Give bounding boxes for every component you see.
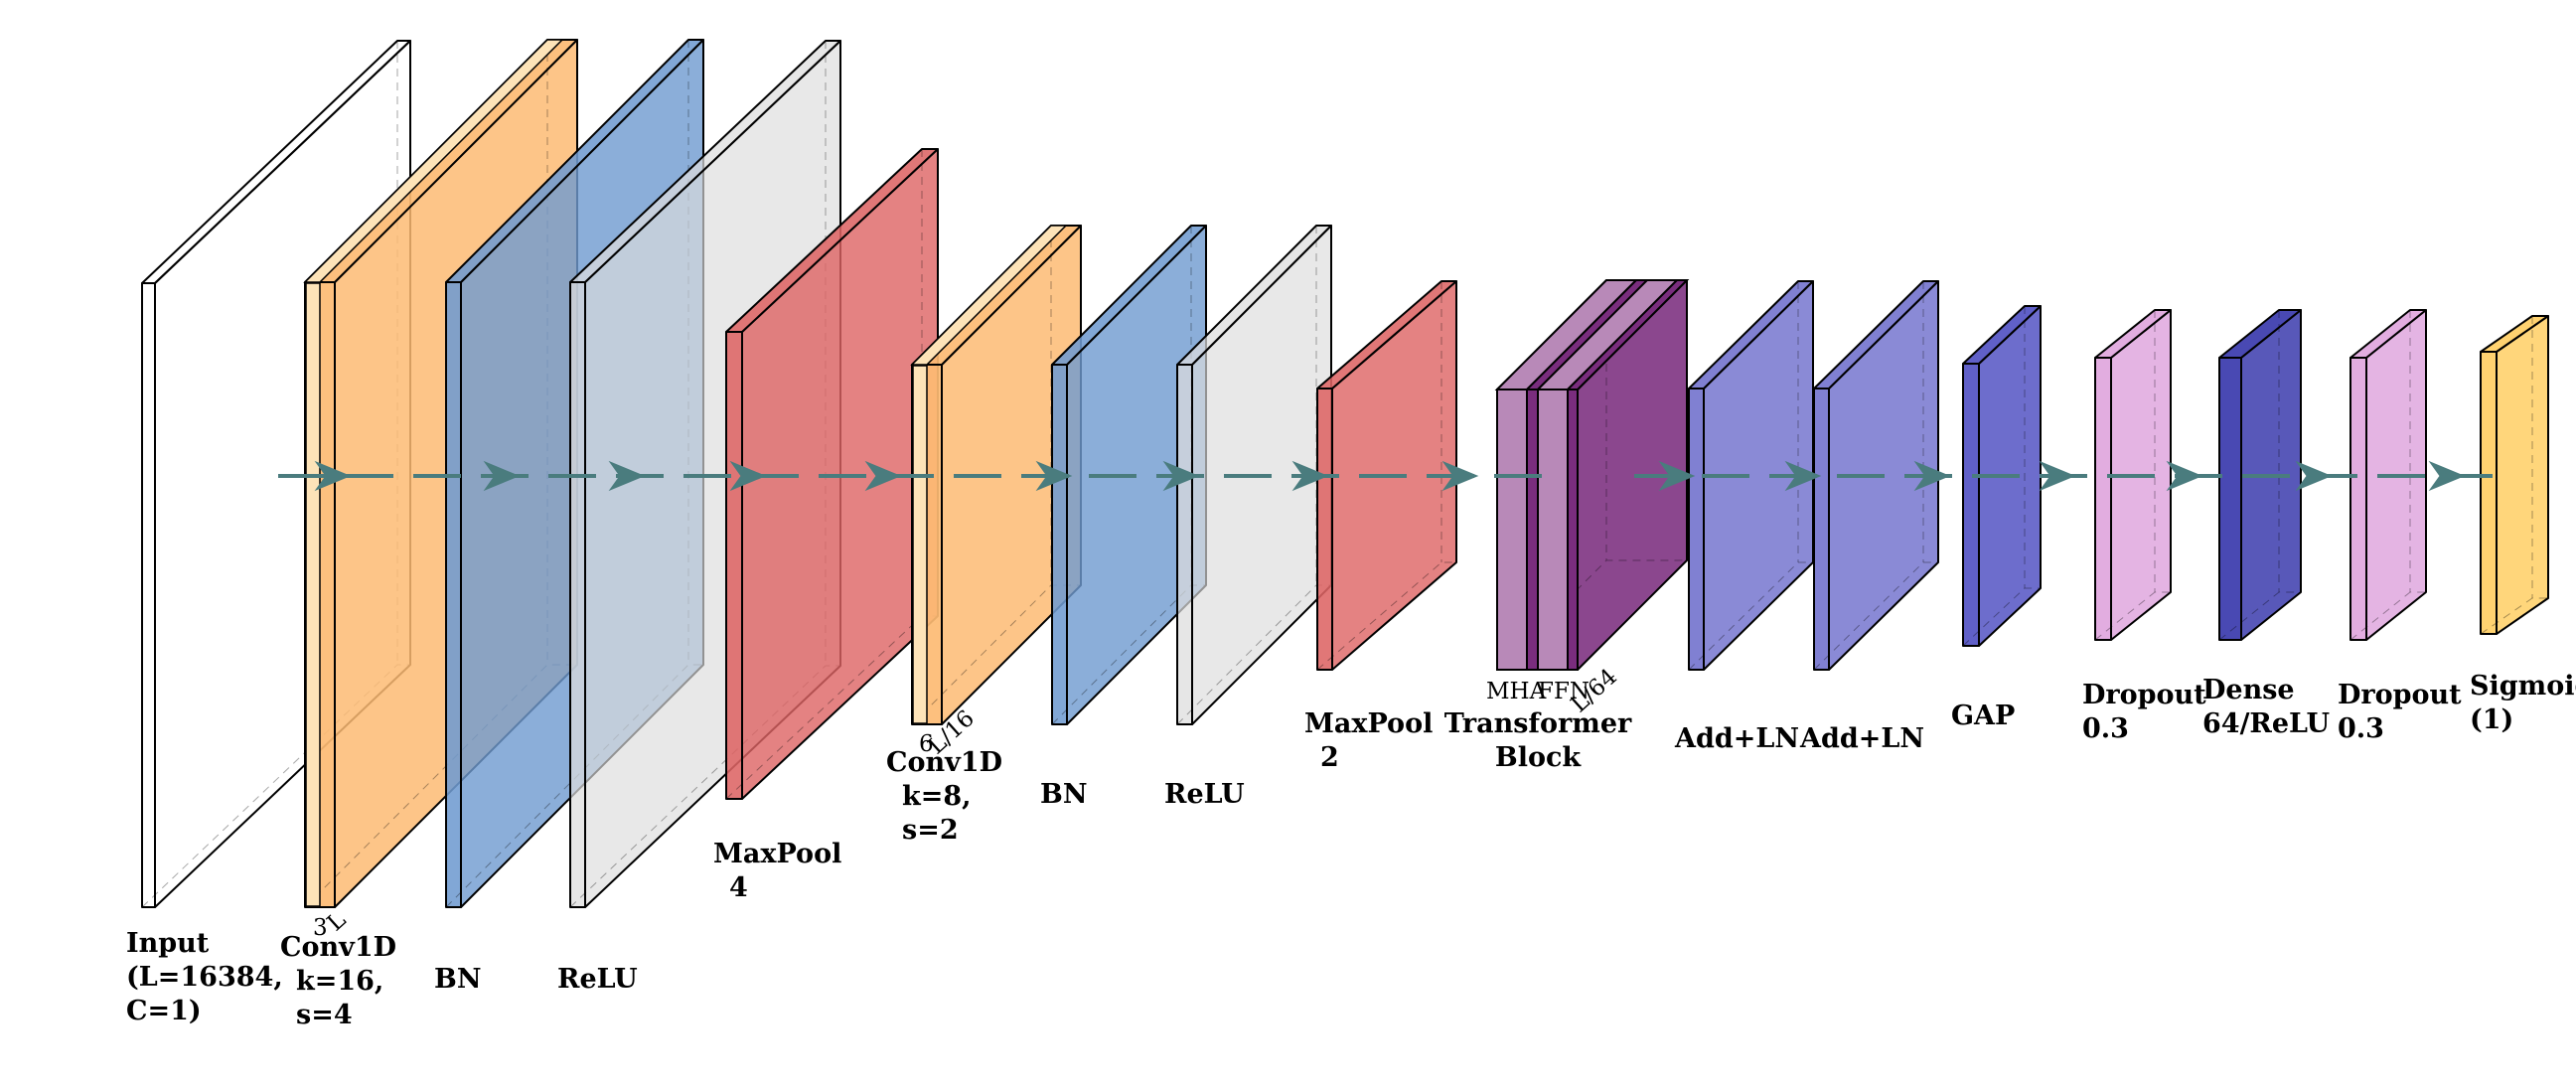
transformer-slice bbox=[1537, 389, 1569, 671]
arrow-head bbox=[483, 460, 521, 492]
layer-label-dropout1: 0.3 bbox=[2082, 713, 2129, 744]
layer-label-pool2: MaxPool bbox=[1304, 708, 1433, 739]
arrow-head bbox=[2428, 460, 2466, 492]
arrow-head bbox=[1162, 460, 1200, 492]
layer-label-input: Input bbox=[126, 928, 210, 959]
arrow-head bbox=[1291, 460, 1329, 492]
layer-label-pool1: MaxPool bbox=[713, 839, 841, 869]
layer-label-relu2: ReLU bbox=[1164, 779, 1245, 810]
arrow-head bbox=[1913, 460, 1951, 492]
layer-label-addln1: Add+LN bbox=[1674, 723, 1799, 754]
arrow-head bbox=[608, 460, 646, 492]
layer-label-conv2: s=2 bbox=[902, 815, 959, 846]
layer-label-dropout1: Dropout bbox=[2082, 680, 2206, 710]
arrow-head bbox=[2166, 460, 2203, 492]
layer-block-transformer bbox=[1494, 279, 1690, 671]
dim-label-channels: 6 bbox=[919, 731, 934, 757]
layer-label-transformer: Transformer bbox=[1444, 708, 1632, 739]
layer-label-relu1: ReLU bbox=[557, 964, 638, 995]
layer-label-bn1: BN bbox=[434, 964, 482, 995]
layer-block-sigmoid bbox=[2480, 315, 2549, 635]
layer-label-transformer: Block bbox=[1495, 742, 1583, 773]
transformer-slice bbox=[1496, 389, 1528, 671]
layer-label-dropout2: Dropout bbox=[2338, 680, 2462, 710]
layer-label-conv2: Conv1D bbox=[886, 747, 1002, 778]
arrow-head bbox=[314, 460, 352, 492]
arrow-head bbox=[1784, 460, 1822, 492]
layer-label-dense: 64/ReLU bbox=[2202, 708, 2330, 739]
layer-label-sigmoid: (1) bbox=[2470, 704, 2513, 735]
layer-label-input: C=1) bbox=[126, 996, 202, 1026]
dim-label-ffn: FFN bbox=[1538, 679, 1590, 704]
arrow-head bbox=[1035, 460, 1073, 492]
layer-label-pool2: 2 bbox=[1320, 742, 1339, 773]
layer-label-gap: GAP bbox=[1951, 701, 2015, 731]
layer-block-addln1 bbox=[1688, 280, 1814, 671]
layer-label-dropout2: 0.3 bbox=[2338, 713, 2384, 744]
arrow-head bbox=[729, 460, 767, 492]
layer-label-conv1: k=16, bbox=[296, 966, 383, 997]
layer-label-conv1: s=4 bbox=[296, 1000, 353, 1030]
transformer-slice bbox=[1567, 389, 1579, 671]
layer-label-addln2: Add+LN bbox=[1799, 723, 1924, 754]
arrow-head bbox=[864, 460, 902, 492]
layer-label-conv2: k=8, bbox=[902, 781, 972, 812]
layer-labels: 3L6L/16MHAFFNL/64Input(L=16384,C=1)Conv1… bbox=[126, 664, 2576, 1030]
layer-block-dropout1 bbox=[2094, 309, 2172, 641]
arrow-head bbox=[1441, 460, 1479, 492]
layer-block-conv2 bbox=[910, 225, 1082, 725]
dim-label-channels: 3 bbox=[313, 915, 328, 941]
layer-label-input: (L=16384, bbox=[126, 962, 283, 993]
arrow-head bbox=[2295, 460, 2333, 492]
layer-label-bn2: BN bbox=[1040, 779, 1088, 810]
arrow-head bbox=[1658, 460, 1696, 492]
layer-label-sigmoid: Sigmoid bbox=[2470, 671, 2576, 701]
dim-label-mha: MHA bbox=[1486, 679, 1547, 704]
transformer-slice bbox=[1526, 389, 1539, 671]
data-flow-arrows bbox=[278, 460, 2499, 492]
arrow-head bbox=[2039, 460, 2076, 492]
layer-label-dense: Dense bbox=[2202, 675, 2295, 705]
layer-label-conv1: Conv1D bbox=[280, 932, 396, 963]
layer-block-dropout2 bbox=[2349, 309, 2427, 641]
layer-label-pool1: 4 bbox=[729, 872, 748, 903]
